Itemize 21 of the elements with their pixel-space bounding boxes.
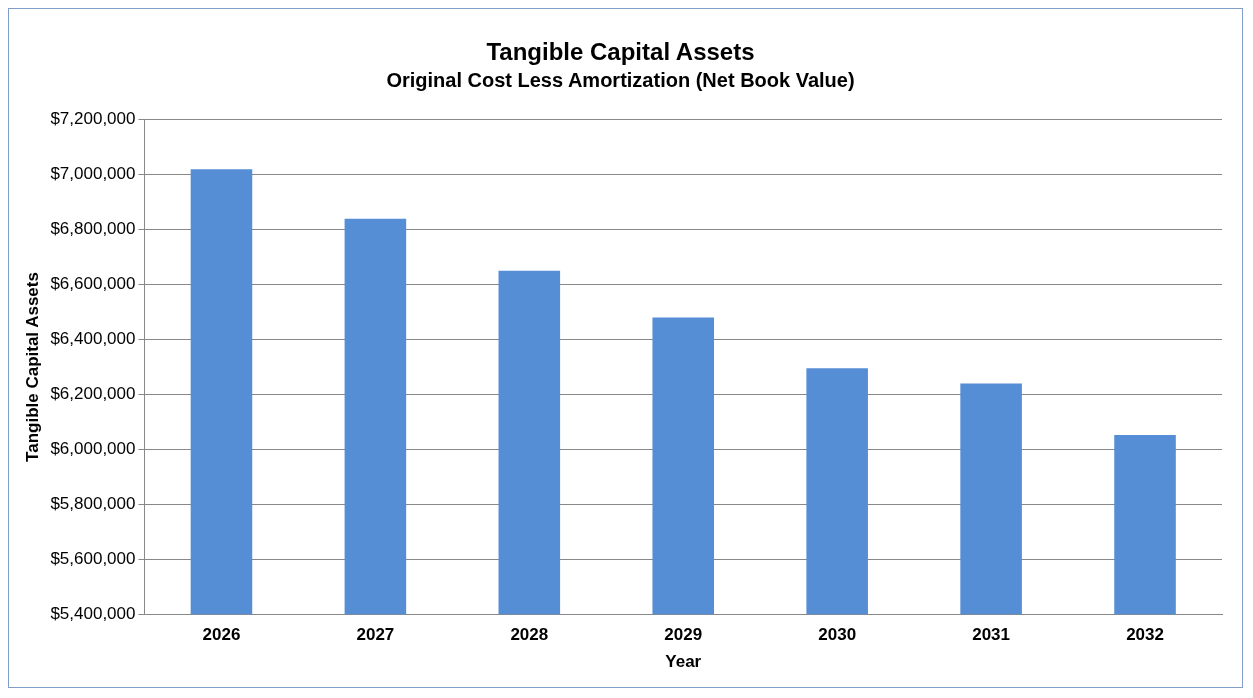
y-tick-label: $7,000,000 — [50, 164, 136, 184]
x-axis-title: Year — [665, 652, 702, 672]
y-tick-label: $6,000,000 — [50, 439, 136, 459]
y-axis-title: Tangible Capital Assets — [22, 272, 42, 462]
y-tick-label: $6,200,000 — [50, 384, 136, 404]
x-tick-label: 2031 — [972, 625, 1011, 645]
x-tick-label: 2026 — [202, 625, 241, 645]
y-tick-label: $5,600,000 — [50, 548, 136, 568]
y-tick-label: $7,200,000 — [50, 109, 136, 129]
y-tick-label: $6,400,000 — [50, 329, 136, 349]
x-tick-label: 2030 — [818, 625, 857, 645]
chart-title: Tangible Capital Assets — [486, 38, 755, 66]
y-tick-label: $5,400,000 — [50, 603, 136, 623]
x-tick-label: 2032 — [1126, 625, 1164, 645]
x-tick-label: 2027 — [356, 625, 395, 645]
x-tick-label: 2029 — [664, 625, 703, 645]
chart-subtitle: Original Cost Less Amortization (Net Book Value) — [386, 69, 855, 92]
y-tick-label: $5,800,000 — [50, 494, 136, 514]
x-tick-label: 2028 — [510, 625, 549, 645]
y-tick-label: $6,600,000 — [50, 274, 136, 294]
y-tick-label: $6,800,000 — [50, 219, 136, 239]
